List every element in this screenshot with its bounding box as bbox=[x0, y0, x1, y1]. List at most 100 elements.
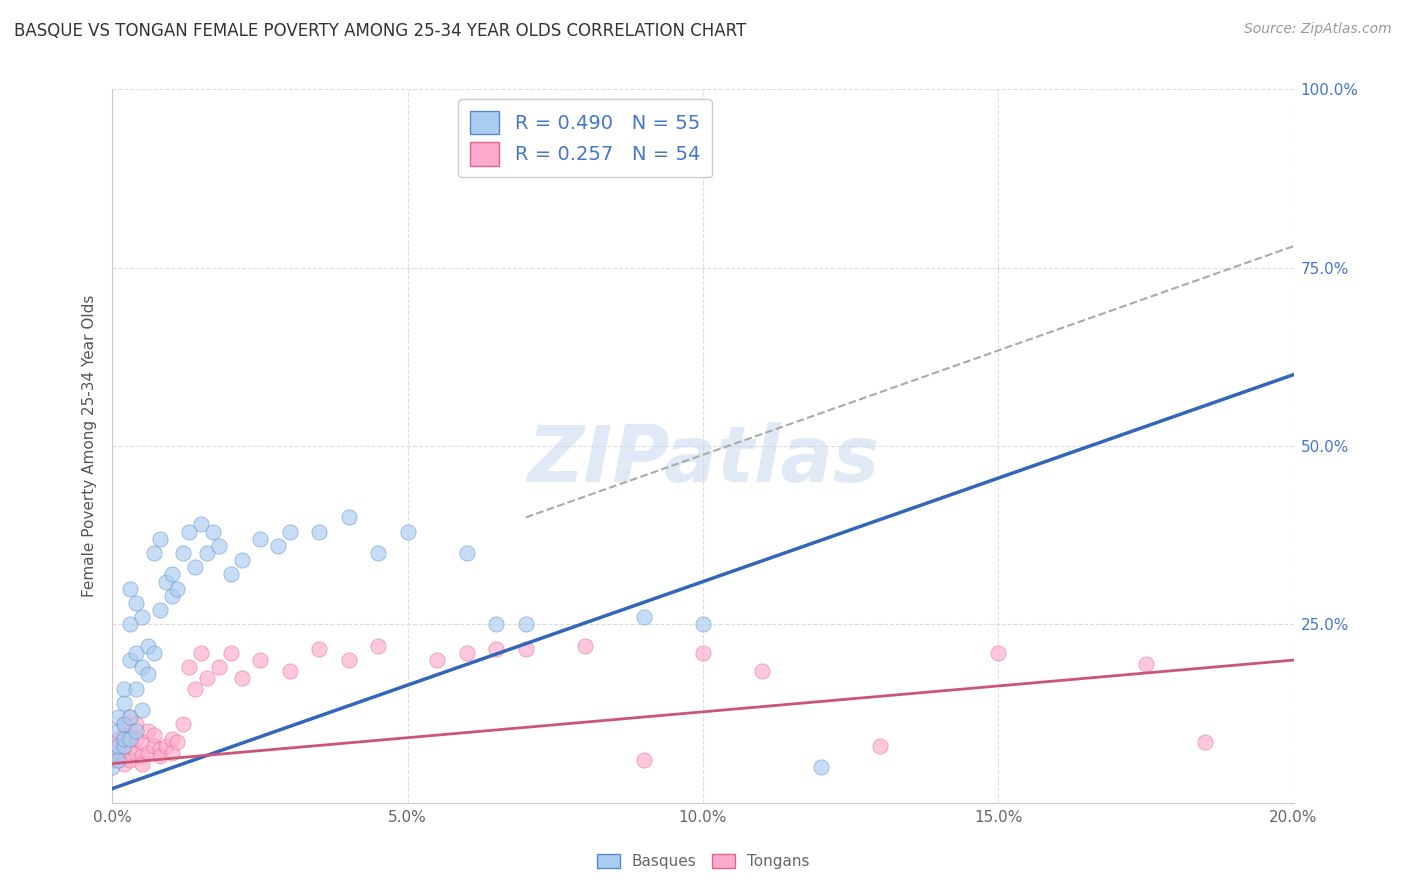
Point bbox=[208, 539, 231, 553]
Point bbox=[160, 731, 183, 746]
Point bbox=[337, 510, 360, 524]
Point bbox=[149, 532, 172, 546]
Point bbox=[456, 546, 478, 560]
Point bbox=[125, 681, 148, 696]
Point bbox=[131, 749, 153, 764]
Point bbox=[125, 717, 148, 731]
Point bbox=[101, 739, 124, 753]
Point bbox=[219, 646, 242, 660]
Text: BASQUE VS TONGAN FEMALE POVERTY AMONG 25-34 YEAR OLDS CORRELATION CHART: BASQUE VS TONGAN FEMALE POVERTY AMONG 25… bbox=[14, 22, 747, 40]
Point bbox=[101, 760, 124, 774]
Point bbox=[149, 742, 172, 756]
Point bbox=[136, 724, 159, 739]
Point bbox=[396, 524, 419, 539]
Point bbox=[136, 746, 159, 760]
Point bbox=[155, 739, 177, 753]
Point bbox=[136, 667, 159, 681]
Point bbox=[120, 724, 142, 739]
Point bbox=[751, 664, 773, 678]
Point bbox=[633, 753, 655, 767]
Point bbox=[278, 664, 301, 678]
Point bbox=[120, 731, 142, 746]
Point bbox=[367, 639, 389, 653]
Legend: Basques, Tongans: Basques, Tongans bbox=[591, 848, 815, 875]
Point bbox=[190, 517, 212, 532]
Point bbox=[107, 724, 129, 739]
Point bbox=[249, 532, 271, 546]
Text: Source: ZipAtlas.com: Source: ZipAtlas.com bbox=[1244, 22, 1392, 37]
Point bbox=[125, 596, 148, 610]
Point bbox=[155, 574, 177, 589]
Point bbox=[267, 539, 290, 553]
Point bbox=[120, 653, 142, 667]
Point bbox=[112, 717, 135, 731]
Point bbox=[172, 546, 194, 560]
Point bbox=[107, 710, 129, 724]
Point bbox=[142, 546, 165, 560]
Point bbox=[120, 617, 142, 632]
Point bbox=[101, 753, 124, 767]
Point bbox=[112, 681, 135, 696]
Point bbox=[219, 567, 242, 582]
Point bbox=[179, 524, 201, 539]
Point bbox=[172, 717, 194, 731]
Point bbox=[337, 653, 360, 667]
Point bbox=[142, 739, 165, 753]
Point bbox=[125, 724, 148, 739]
Point bbox=[107, 739, 129, 753]
Point bbox=[142, 646, 165, 660]
Point bbox=[485, 617, 508, 632]
Point bbox=[160, 746, 183, 760]
Point bbox=[107, 753, 129, 767]
Point bbox=[195, 546, 218, 560]
Point bbox=[308, 642, 330, 657]
Point bbox=[426, 653, 449, 667]
Y-axis label: Female Poverty Among 25-34 Year Olds: Female Poverty Among 25-34 Year Olds bbox=[82, 295, 97, 597]
Point bbox=[692, 646, 714, 660]
Point bbox=[131, 660, 153, 674]
Text: ZIPatlas: ZIPatlas bbox=[527, 422, 879, 499]
Point bbox=[574, 639, 596, 653]
Point bbox=[131, 735, 153, 749]
Point bbox=[112, 731, 135, 746]
Point bbox=[149, 749, 172, 764]
Point bbox=[278, 524, 301, 539]
Point bbox=[107, 746, 129, 760]
Point bbox=[869, 739, 891, 753]
Point bbox=[231, 553, 253, 567]
Point bbox=[112, 739, 135, 753]
Point bbox=[692, 617, 714, 632]
Point bbox=[120, 582, 142, 596]
Point bbox=[633, 610, 655, 624]
Point bbox=[136, 639, 159, 653]
Point bbox=[120, 710, 142, 724]
Point bbox=[195, 671, 218, 685]
Point bbox=[184, 681, 207, 696]
Point bbox=[112, 728, 135, 742]
Point bbox=[112, 742, 135, 756]
Point bbox=[987, 646, 1010, 660]
Point bbox=[120, 739, 142, 753]
Point bbox=[1194, 735, 1216, 749]
Point bbox=[515, 642, 537, 657]
Point bbox=[184, 560, 207, 574]
Point bbox=[112, 756, 135, 771]
Point bbox=[308, 524, 330, 539]
Point bbox=[112, 696, 135, 710]
Point bbox=[131, 703, 153, 717]
Point bbox=[1135, 657, 1157, 671]
Point bbox=[249, 653, 271, 667]
Point bbox=[485, 642, 508, 657]
Point bbox=[190, 646, 212, 660]
Point bbox=[160, 589, 183, 603]
Point bbox=[810, 760, 832, 774]
Point bbox=[131, 610, 153, 624]
Point bbox=[101, 746, 124, 760]
Point bbox=[112, 717, 135, 731]
Point bbox=[107, 753, 129, 767]
Point bbox=[208, 660, 231, 674]
Point bbox=[131, 756, 153, 771]
Point bbox=[179, 660, 201, 674]
Point bbox=[166, 582, 188, 596]
Point bbox=[125, 646, 148, 660]
